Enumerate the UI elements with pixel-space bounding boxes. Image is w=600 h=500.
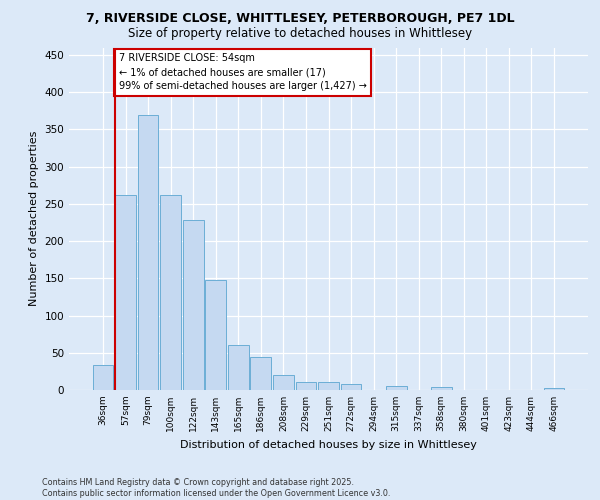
Bar <box>544 388 565 390</box>
Bar <box>250 357 271 390</box>
X-axis label: Distribution of detached houses by size in Whittlesey: Distribution of detached houses by size … <box>180 440 477 450</box>
Bar <box>341 384 361 390</box>
Bar <box>296 382 316 390</box>
Bar <box>228 346 248 390</box>
Bar <box>273 375 294 390</box>
Bar <box>205 280 226 390</box>
Text: Contains HM Land Registry data © Crown copyright and database right 2025.
Contai: Contains HM Land Registry data © Crown c… <box>42 478 391 498</box>
Y-axis label: Number of detached properties: Number of detached properties <box>29 131 39 306</box>
Bar <box>160 195 181 390</box>
Bar <box>92 366 113 390</box>
Text: 7, RIVERSIDE CLOSE, WHITTLESEY, PETERBOROUGH, PE7 1DL: 7, RIVERSIDE CLOSE, WHITTLESEY, PETERBOR… <box>86 12 514 26</box>
Text: Size of property relative to detached houses in Whittlesey: Size of property relative to detached ho… <box>128 28 472 40</box>
Bar <box>386 386 407 390</box>
Bar <box>137 114 158 390</box>
Bar <box>115 195 136 390</box>
Bar <box>431 387 452 390</box>
Bar <box>183 220 203 390</box>
Bar <box>318 382 339 390</box>
Text: 7 RIVERSIDE CLOSE: 54sqm
← 1% of detached houses are smaller (17)
99% of semi-de: 7 RIVERSIDE CLOSE: 54sqm ← 1% of detache… <box>119 54 367 92</box>
